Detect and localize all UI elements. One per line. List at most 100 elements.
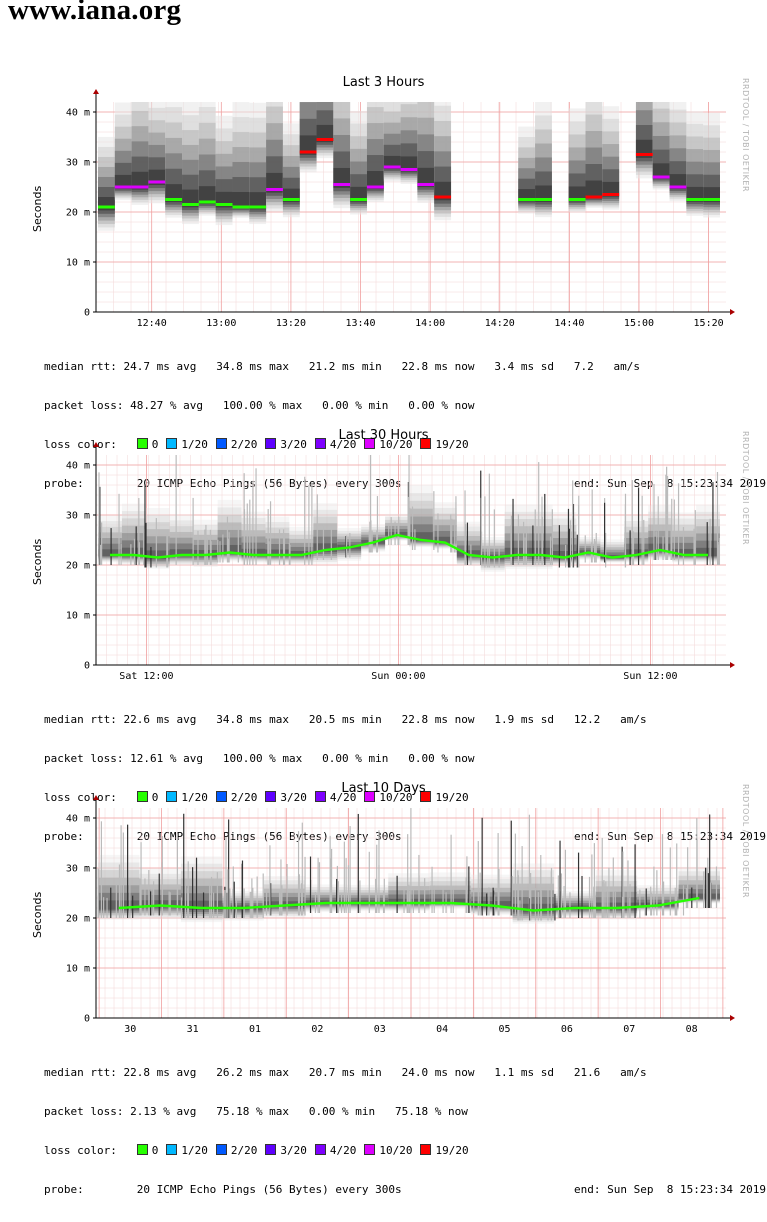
loss-color-legend-item: 2/20 — [215, 1144, 257, 1157]
median-marker — [114, 185, 132, 189]
smoke-column — [346, 884, 389, 912]
x-tick-label: 13:20 — [276, 318, 306, 329]
median-marker — [568, 198, 586, 201]
legend: median rtt: 24.7 ms avg 34.8 ms max 21.2… — [44, 334, 766, 516]
loss-color-swatch — [166, 1144, 178, 1155]
rrdtool-credit: RRDTOOL / TOBI OETIKER — [741, 78, 750, 193]
x-tick-label: Sun 12:00 — [623, 671, 677, 682]
smoke-column — [131, 102, 149, 205]
loss-color-swatch — [314, 1144, 326, 1155]
x-tick-label: 13:40 — [345, 318, 375, 329]
loss-color-swatch — [215, 1144, 227, 1155]
median-marker — [518, 198, 536, 201]
median-marker — [232, 205, 250, 209]
smoke-column — [337, 528, 362, 561]
chart-svg: 0 10 m 20 m 30 m 40 m 30 31 01 02 03 04 05 06 07 08 — [66, 795, 735, 1035]
y-tick-label: 0 — [84, 1014, 90, 1025]
loss-color-legend-label: 1/20 — [181, 791, 208, 804]
median-marker — [535, 198, 552, 201]
smoke-column — [145, 507, 170, 569]
loss-color-legend-label: 3/20 — [280, 791, 307, 804]
y-axis-arrow — [93, 442, 99, 447]
median-rtt-values: 22.6 ms avg 34.8 ms max 20.5 ms min 22.8… — [123, 713, 647, 726]
loss-color-swatch — [215, 791, 227, 802]
median-marker — [635, 153, 653, 156]
y-axis-label: Seconds — [31, 185, 44, 232]
y-tick-label: 20 m — [66, 561, 90, 572]
rrdtool-credit: RRDTOOL / TOBI OETIKER — [741, 431, 750, 546]
median-marker — [182, 203, 199, 206]
smoke-column — [232, 102, 250, 218]
loss-color-legend-label: 10/20 — [379, 438, 413, 451]
graph-title: Last 10 Days — [341, 781, 426, 796]
median-rtt-label: median rtt: — [44, 360, 117, 373]
loss-color-swatch — [420, 438, 432, 449]
x-axis-arrow — [730, 309, 735, 315]
chart-svg: 0 10 m 20 m 30 m 40 m 12:40 13:00 13:20 13:40 14:… — [66, 89, 735, 329]
smoke-column — [528, 504, 553, 570]
smoke-column — [98, 136, 115, 231]
loss-color-legend-item: 2/20 — [215, 438, 257, 451]
median-line — [110, 533, 708, 559]
median-marker — [417, 183, 435, 186]
median-marker — [434, 195, 452, 199]
x-tick-label: 15:00 — [624, 318, 654, 329]
x-tick-label: 14:40 — [554, 318, 584, 329]
x-tick-label: 13:00 — [206, 318, 236, 329]
smoke-column — [669, 102, 687, 202]
loss-color-swatch — [314, 438, 326, 449]
legend: median rtt: 22.6 ms avg 34.8 ms max 20.5… — [44, 687, 766, 869]
loss-color-swatch — [265, 1144, 277, 1155]
median-rtt-values: 24.7 ms avg 34.8 ms max 21.2 ms min 22.8… — [123, 360, 641, 373]
loss-color-swatch — [314, 791, 326, 802]
loss-color-legend-label: 4/20 — [329, 1144, 357, 1157]
loss-color-swatch — [265, 438, 277, 449]
median-marker — [148, 180, 166, 184]
y-tick-label: 10 m — [66, 611, 90, 622]
smoke-column — [316, 102, 334, 159]
median-marker — [198, 200, 216, 204]
smoke-column — [305, 884, 347, 913]
loss-color-legend-item: 0 — [136, 438, 158, 451]
median-marker — [131, 185, 149, 189]
loss-color-legend-item: 19/20 — [420, 1144, 469, 1157]
y-tick-label: 30 m — [66, 511, 90, 522]
graph-title: Last 3 Hours — [342, 75, 425, 90]
smoke-column — [98, 515, 122, 563]
smoke-column — [652, 102, 670, 190]
median-marker — [350, 198, 367, 201]
median-marker — [282, 198, 300, 201]
loss-color-legend-item: 1/20 — [166, 438, 208, 451]
y-tick-label: 20 m — [66, 208, 90, 219]
loss-color-legend-label: 0 — [151, 791, 159, 804]
chart-svg: 0 10 m 20 m 30 m 40 m Sat 12:00 Sun 00:00 Sun 1… — [66, 442, 735, 682]
loss-color-swatch — [265, 791, 277, 802]
packet-loss-values: 12.61 % avg 100.00 % max 0.00 % min 0.00… — [130, 752, 475, 765]
loss-color-legend-item: 3/20 — [265, 438, 307, 451]
smoke-column — [333, 102, 351, 209]
graph-panel-30-hours: Last 30 Hours 0 10 m 20 m 30 m 40 m Sat 12:00… — [0, 425, 767, 843]
smoke-column — [361, 524, 386, 552]
x-tick-label: 05 — [499, 1024, 511, 1035]
median-marker — [165, 198, 183, 201]
x-tick-label: 14:00 — [415, 318, 445, 329]
median-rtt-label: median rtt: — [44, 713, 117, 726]
x-tick-label: 15:20 — [694, 318, 724, 329]
median-rtt-label: median rtt: — [44, 1066, 117, 1079]
packet-loss-label: packet loss: — [44, 752, 124, 765]
smoke-column — [289, 526, 314, 564]
smoke-column — [518, 126, 536, 214]
loss-color-legend-item: 10/20 — [364, 791, 412, 804]
y-axis-arrow — [93, 795, 99, 800]
smoke-column — [169, 514, 194, 566]
smoke-column — [198, 102, 216, 216]
rrdtool-credit: RRDTOOL / TOBI OETIKER — [741, 784, 750, 899]
loss-color-legend-label: 3/20 — [280, 1144, 307, 1157]
loss-color-swatch — [364, 791, 376, 802]
x-tick-label: 03 — [374, 1024, 386, 1035]
loss-color-label: loss color: — [44, 1144, 117, 1157]
loss-color-legend-item: 1/20 — [166, 1144, 208, 1157]
loss-color-legend-label: 4/20 — [329, 791, 357, 804]
x-tick-label: 06 — [561, 1024, 573, 1035]
x-axis-arrow — [730, 662, 735, 668]
